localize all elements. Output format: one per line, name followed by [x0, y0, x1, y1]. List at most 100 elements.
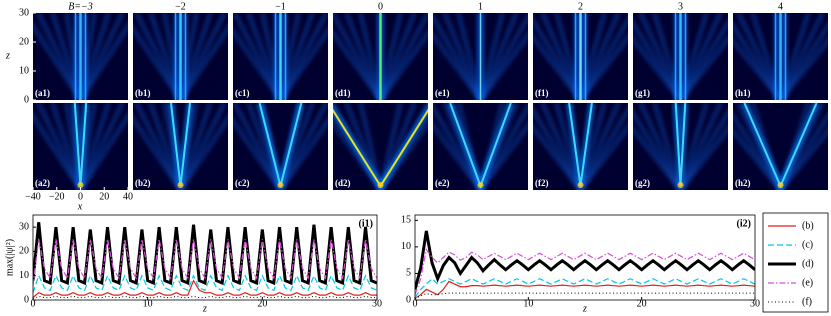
y-tick-label: 10: [401, 241, 411, 252]
radiation: [357, 103, 404, 190]
panel-label: (d1): [335, 88, 351, 98]
heatmap-content: [433, 13, 528, 100]
z-tick-label: 20: [19, 36, 29, 47]
source: [177, 182, 184, 188]
y-tick-label: 20: [19, 246, 29, 257]
heatmap-content: [633, 103, 728, 190]
radiation: [161, 13, 200, 100]
radiation: [259, 13, 302, 100]
x-tick-label: −20: [49, 191, 65, 202]
source: [377, 182, 384, 188]
series-line: [33, 295, 377, 300]
panel-label: (a1): [35, 88, 50, 98]
column-title: 4: [778, 1, 783, 12]
radiation: [233, 25, 328, 100]
heatmap-content: [733, 103, 828, 190]
radiation: [357, 13, 404, 100]
radiation: [233, 115, 328, 190]
heatmap-content: [133, 13, 228, 100]
z-tick-label: 0: [24, 94, 29, 105]
x-tick-label: 0: [413, 298, 418, 309]
z-tick-label: 10: [19, 65, 29, 76]
y-tick-label: 10: [19, 270, 29, 281]
panel-label: (d2): [335, 178, 351, 188]
heatmap-panel: [33, 103, 128, 190]
source: [477, 182, 484, 188]
panel-label: (b2): [135, 178, 151, 188]
heatmap-content: [33, 103, 128, 190]
z-tick-label: 30: [19, 7, 29, 18]
radiation: [735, 103, 826, 190]
source: [77, 182, 84, 188]
legend-label: (f): [802, 296, 812, 307]
heatmap-panel: [133, 103, 228, 190]
x-axis-label: z: [202, 303, 207, 314]
z-axis-label: z: [5, 50, 10, 61]
radiation: [433, 30, 528, 100]
series-line: [415, 292, 755, 300]
x-tick-label: 40: [123, 191, 133, 202]
radiation: [343, 103, 418, 190]
heatmap-panel: [533, 13, 628, 100]
x-tick-label: 20: [99, 191, 109, 202]
series-line: [33, 239, 377, 286]
heatmap-panel: [233, 13, 328, 100]
panel-label: (e2): [435, 178, 450, 188]
radiation: [533, 122, 628, 190]
heatmap-panel: [133, 13, 228, 100]
x-tick-label: 20: [257, 298, 267, 309]
panel-label: (c2): [235, 178, 250, 188]
radiation: [633, 17, 728, 100]
radiation: [433, 13, 528, 100]
radiation: [133, 23, 228, 100]
x-tick-label: 30: [750, 298, 760, 309]
radiation: [749, 13, 812, 100]
source: [577, 182, 584, 188]
heatmap-panel: [733, 103, 828, 190]
radiation: [533, 104, 628, 190]
radiation: [553, 13, 608, 100]
heatmap-panel: [733, 13, 828, 100]
radiation: [433, 103, 528, 190]
panel-label: (f1): [535, 88, 549, 98]
column-title: −2: [175, 1, 186, 12]
radiation: [633, 124, 728, 190]
radiation: [733, 126, 828, 190]
radiation: [343, 13, 418, 100]
x-tick-label: 30: [372, 298, 382, 309]
x-tick-label: −40: [25, 191, 41, 202]
radiation: [733, 36, 828, 100]
radiation: [733, 110, 828, 190]
y-tick-label: 0: [24, 294, 29, 305]
x-tick-label: 10: [523, 298, 533, 309]
series-line: [33, 274, 377, 293]
source: [777, 182, 784, 188]
panel-label: (e1): [435, 88, 450, 98]
heatmap-content: [533, 103, 628, 190]
radiation: [147, 103, 214, 190]
column-title: B=−3: [68, 1, 93, 12]
heatmap-content: [533, 13, 628, 100]
radiation: [35, 13, 126, 100]
heatmap-panel: [333, 13, 428, 100]
radiation: [133, 13, 228, 100]
radiation: [333, 13, 428, 100]
panel-label: (g2): [635, 178, 650, 188]
radiation: [735, 13, 826, 100]
radiation: [539, 103, 622, 190]
column-title: −1: [275, 1, 286, 12]
heatmap-panel: [633, 103, 728, 190]
panel-label: (f2): [535, 178, 549, 188]
radiation: [441, 13, 520, 100]
heatmap-content: [133, 103, 228, 190]
radiation: [133, 113, 228, 190]
radiation: [63, 103, 98, 190]
radiation: [651, 13, 710, 100]
radiation: [633, 34, 728, 100]
series-line: [415, 230, 755, 290]
radiation: [35, 103, 126, 190]
heatmap-panel: [433, 13, 528, 100]
column-title: 0: [378, 1, 383, 12]
